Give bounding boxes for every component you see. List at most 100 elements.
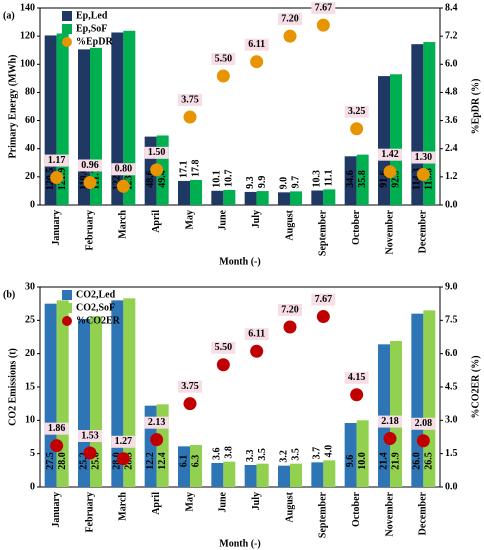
value-label: 1.42 [381, 149, 399, 160]
value-label: 28.0 [57, 452, 68, 470]
dot [83, 446, 97, 460]
value-label: 26.0 [412, 452, 423, 470]
y-tick-label: 15 [25, 381, 35, 392]
dot [116, 179, 130, 193]
value-label-box [344, 105, 369, 118]
dot [316, 18, 330, 32]
x-tick-label: January [51, 492, 62, 528]
value-label: 3.75 [181, 94, 199, 105]
x-tick-label: November [384, 491, 395, 536]
dot [350, 122, 364, 136]
value-label: 27.5 [45, 452, 56, 470]
x-tick-label: May [184, 210, 195, 229]
panel-label: (a) [3, 10, 15, 21]
legend-label: %EpDR [76, 36, 113, 47]
value-label: 48.6 [145, 170, 156, 188]
bar [190, 179, 202, 205]
bar [323, 460, 336, 487]
value-label-box [411, 417, 436, 430]
dot [383, 432, 397, 446]
value-label: 115.8 [424, 168, 435, 190]
x-tick-label: March [118, 210, 129, 239]
value-label: 7.67 [315, 294, 333, 305]
x-tick-label: November [384, 209, 395, 254]
y-tick-label: 10 [25, 415, 35, 426]
value-label: 35.8 [357, 170, 368, 188]
value-label: 5.50 [215, 53, 233, 64]
x-tick-label: December [418, 209, 429, 253]
x-tick-label: July [251, 210, 262, 228]
dot [383, 165, 397, 179]
y-tick-label: 100 [20, 59, 35, 70]
y2-tick-label: 3.6 [445, 115, 458, 126]
value-label: 28.0 [112, 452, 123, 470]
value-label-box [44, 154, 69, 167]
value-label: 7.67 [315, 2, 333, 13]
x-tick-label: February [84, 492, 95, 533]
value-label-box [311, 2, 336, 15]
y-tick-label: 0 [30, 199, 35, 210]
value-label: 9.0 [278, 177, 289, 190]
x-tick-label: September [318, 209, 329, 256]
bar [356, 420, 369, 487]
y-tick-label: 60 [25, 115, 35, 126]
bar [256, 191, 269, 205]
value-label: 1.86 [48, 423, 66, 434]
dot [216, 69, 230, 83]
y-tick-label: 0 [30, 481, 35, 492]
value-label: 9.3 [245, 176, 256, 189]
bar [278, 465, 290, 487]
value-label: 2.08 [415, 418, 433, 429]
value-label: 2.18 [381, 416, 399, 427]
bar [244, 191, 257, 205]
dot [316, 310, 330, 324]
value-label: 5.50 [215, 342, 233, 353]
x-tick-label: August [284, 491, 295, 522]
y-tick-label: 5 [30, 448, 35, 459]
x-tick-label: December [418, 491, 429, 535]
dot [416, 168, 430, 182]
value-label-box [78, 159, 102, 172]
y2-tick-label: 8.4 [445, 2, 458, 13]
dot [116, 452, 130, 466]
bar [123, 30, 136, 205]
bar [190, 445, 202, 487]
value-label: 3.8 [224, 446, 235, 459]
dot [250, 55, 264, 69]
value-label: 0.80 [115, 164, 133, 175]
value-label-box [144, 416, 169, 429]
value-label: 25.6 [90, 452, 101, 470]
value-label-box [144, 146, 169, 159]
value-label: 9.9 [257, 176, 268, 189]
value-label-box [78, 430, 102, 442]
y2-tick-label: 6.0 [445, 59, 458, 70]
y2-tick-label: 1.2 [445, 171, 458, 182]
value-label-box [178, 380, 202, 393]
bar [390, 341, 402, 487]
bar [211, 463, 224, 487]
legend-label: Ep,Led [76, 10, 108, 21]
value-label: 4.0 [324, 445, 335, 458]
x-tick-label: April [151, 210, 162, 233]
x-tick-label: March [118, 492, 129, 521]
y-tick-label: 20 [25, 348, 35, 359]
value-label: 3.5 [290, 448, 301, 461]
value-label: 17.8 [190, 159, 201, 177]
value-label: 3.6 [212, 448, 223, 461]
value-label: 3.5 [257, 448, 268, 461]
y-tick-label: 20 [25, 171, 35, 182]
value-label: 6.11 [248, 329, 265, 340]
value-label-box [178, 94, 202, 107]
value-label: 10.1 [212, 170, 223, 188]
y2-tick-label: 0.0 [445, 481, 458, 492]
value-label: 11.1 [324, 169, 335, 186]
x-tick-label: September [318, 491, 329, 538]
value-label: 6.3 [190, 455, 201, 468]
value-label: 3.3 [245, 450, 256, 463]
value-label: 0.96 [81, 160, 99, 171]
bar [90, 316, 102, 487]
y2-tick-label: 4.8 [445, 87, 458, 98]
value-label: 111.7 [90, 168, 101, 189]
bar [344, 423, 357, 487]
